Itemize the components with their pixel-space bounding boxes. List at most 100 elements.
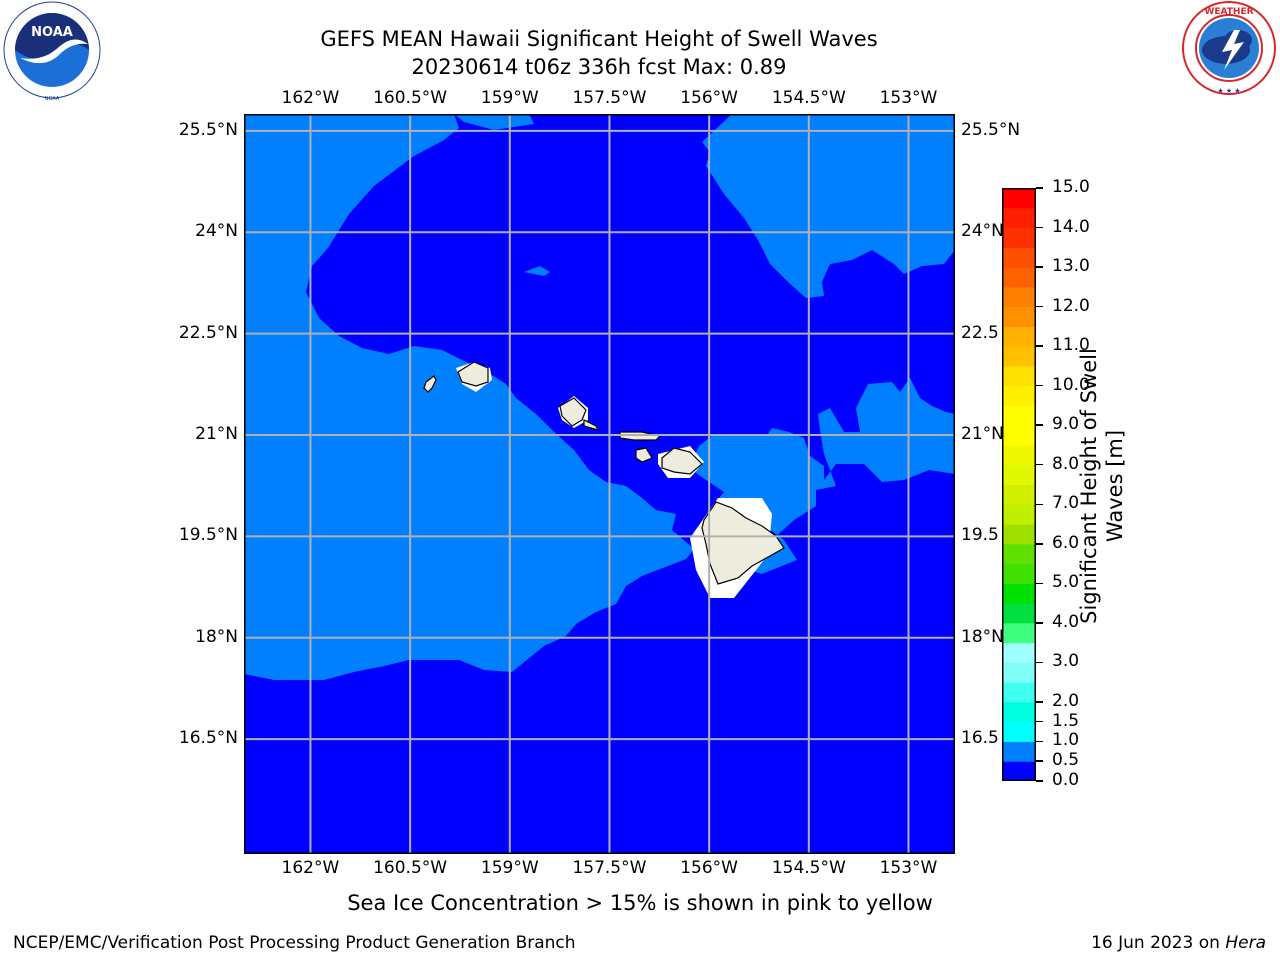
colorbar-tick-mark [1036,543,1043,545]
colorbar-tick-mark [1036,661,1043,664]
colorbar-tick-label: 14.0 [1052,216,1090,237]
colorbar-svg [1002,188,1036,782]
swell-0.5-1.0-islet [524,266,550,276]
colorbar-segment [1002,405,1036,426]
colorbar-tick-label: 7.0 [1052,493,1080,514]
colorbar-segment [1002,583,1036,604]
lon-tick-label: 154.5°W [771,88,846,108]
colorbar-tick-mark [1036,740,1043,743]
lon-tick-label: 156°W [680,858,738,878]
colorbar-segment [1002,425,1036,446]
colorbar-segment [1002,286,1036,308]
colorbar-tick-label: 15.0 [1052,177,1090,197]
colorbar-segment [1002,188,1036,209]
colorbar-segment [1002,247,1036,268]
island-maui [661,447,703,475]
colorbar-segment [1002,484,1036,505]
colorbar-tick-label: 9.0 [1052,414,1080,435]
colorbar-tick-label: 5.0 [1052,572,1080,593]
colorbar-segment [1002,524,1036,545]
colorbar-tick-mark [1036,622,1043,624]
lon-tick-label: 159°W [480,858,539,878]
lat-tick-label: 16.5°N [178,728,238,749]
colorbar-tick-label: 6.0 [1052,532,1080,553]
lat-tick-label-right: 24°N [961,221,1004,242]
colorbar-segment [1002,543,1036,565]
colorbar-tick-mark [1036,305,1043,308]
island-lanai [635,447,653,463]
colorbar-segment [1002,346,1036,367]
colorbar-segment [1002,741,1036,762]
colorbar-tick-label: 1.5 [1052,710,1080,731]
colorbar-segment [1002,563,1036,584]
colorbar-tick-label: 4.0 [1052,611,1080,632]
lat-tick-label: 24°N [195,221,238,242]
colorbar-tick-label: 13.0 [1052,256,1090,277]
swell-0.5-1.0-region [244,114,694,680]
lon-tick-label: 153°W [879,858,938,878]
lon-tick-label: 153°W [879,88,938,108]
colorbar-segment [1002,504,1036,525]
footer-date: 16 Jun 2023 on Hera [1091,933,1266,953]
colorbar-tick-mark [1036,582,1043,585]
island-kauai [457,361,489,387]
colorbar-segment [1002,267,1036,288]
colorbar-frame [1002,188,1036,781]
svg-text:NOAA: NOAA [45,96,60,102]
lat-tick-label: 25.5°N [178,119,238,140]
colorbar-tick-mark [1036,226,1043,229]
nws-logo: WEATHER ★ ★ ★ [1178,0,1280,100]
lat-tick-label-right: 16.5 [961,728,999,749]
lon-tick-label: 157.5°W [572,88,647,108]
colorbar-label-line1: Significant Height of Swell [1077,348,1101,624]
island-oahu [559,397,600,431]
colorbar-tick-mark [1036,463,1043,466]
footer-branch: NCEP/EMC/Verification Post Processing Pr… [13,933,576,953]
island-niihau [423,375,437,393]
lat-tick-label: 21°N [195,424,238,444]
swell-0.5-1.0-region-east [702,114,955,298]
lat-tick-label-right: 25.5°N [961,119,1021,140]
map-subtitle: 20230614 t06z 336h fcst Max: 0.89 [411,55,787,79]
map-frame [244,114,955,854]
gridlines [244,114,955,854]
colorbar-tick-mark [1036,266,1043,268]
colorbar-segment [1002,662,1036,683]
colorbar-segment [1002,306,1036,327]
map-title: GEFS MEAN Hawaii Significant Height of S… [320,27,878,51]
colorbar-label-line2: Waves [m] [1103,429,1127,543]
footer-date-text: 16 Jun 2023 on [1091,933,1226,953]
colorbar-tick-label: 0.0 [1052,770,1080,790]
lat-tick-label: 18°N [195,626,238,647]
colorbar-tick-mark [1036,760,1043,762]
island-big-island [701,501,785,585]
colorbar-tick-label: 3.0 [1052,651,1080,672]
colorbar-tick-mark [1036,187,1043,189]
lon-tick-label: 159°W [480,88,539,108]
colorbar-segment [1002,603,1036,624]
colorbar-tick-label: 12.0 [1052,295,1090,316]
colorbar-tick-label: 0.5 [1052,750,1080,771]
colorbar-segment [1002,642,1036,663]
colorbar-segment [1002,326,1036,347]
colorbar-tick-label: 2.0 [1052,690,1080,711]
colorbar-segment [1002,701,1036,723]
lon-tick-label: 157.5°W [572,858,647,878]
colorbar-tick-label: 10.0 [1052,374,1090,395]
map-panel [244,114,955,854]
lat-tick-label-right: 21°N [961,424,1004,444]
colorbar-segment [1002,464,1036,485]
lon-tick-label: 162°W [281,88,340,108]
colorbar-segment [1002,444,1036,466]
colorbar-tick-mark [1036,424,1043,426]
colorbar-segment [1002,761,1036,782]
colorbar [1002,188,1036,782]
colorbar-tick-mark [1036,345,1043,347]
sea-ice-note: Sea Ice Concentration > 15% is shown in … [347,891,933,915]
colorbar-segment [1002,207,1036,229]
colorbar-segment [1002,365,1036,387]
colorbar-tick-mark [1036,720,1043,723]
colorbar-segment [1002,622,1036,644]
colorbar-tick-mark [1036,780,1043,782]
lon-tick-label: 160.5°W [373,858,448,878]
